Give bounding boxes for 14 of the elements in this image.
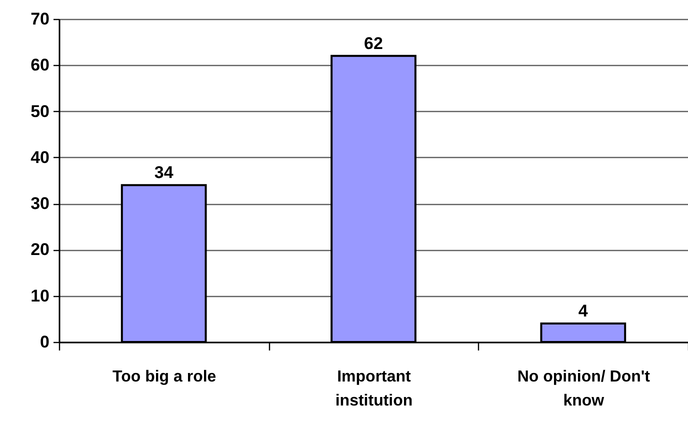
x-tick-label: Too big a role [112,368,216,386]
data-label: 34 [154,163,174,182]
y-tick-label: 60 [30,56,50,75]
y-tick-label: 20 [30,240,50,260]
y-tick-label: 0 [40,332,50,352]
y-tick-label: 50 [30,102,50,121]
y-tick-label: 30 [30,194,50,214]
data-label: 4 [578,302,588,321]
x-tick-label: No opinion/ Don't know [517,368,651,410]
y-tick-label: 10 [30,286,50,306]
y-tick-label: 70 [30,10,50,28]
x-tick-label: Important institution [335,368,413,410]
data-label: 62 [364,34,383,53]
y-tick-label: 40 [30,148,50,167]
